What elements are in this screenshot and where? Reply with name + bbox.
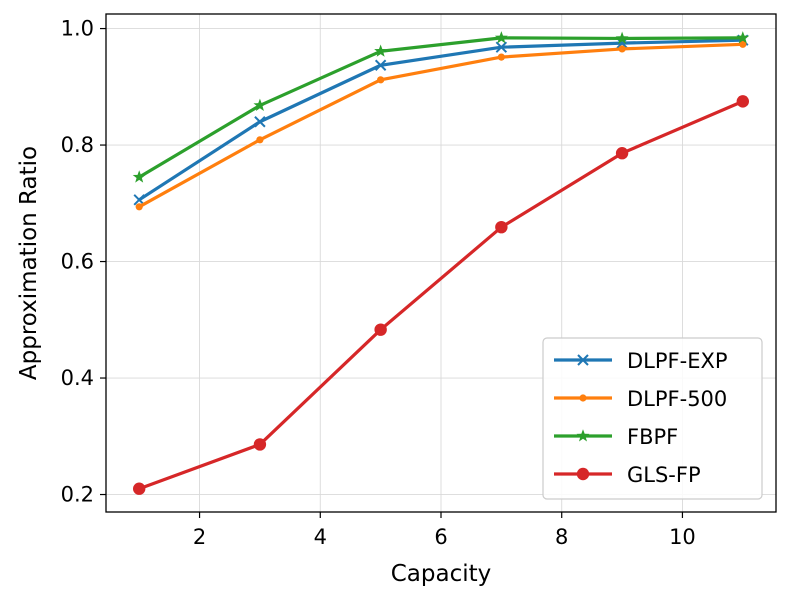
data-point-gls-fp bbox=[132, 482, 146, 495]
series-group bbox=[132, 31, 750, 495]
data-point-dlpf-500 bbox=[618, 45, 626, 53]
x-tick-label: 4 bbox=[314, 525, 327, 549]
data-point-dlpf-exp bbox=[495, 41, 508, 53]
legend-marker bbox=[577, 354, 589, 366]
data-point-gls-fp bbox=[374, 323, 387, 336]
data-point-fbpf bbox=[132, 170, 146, 183]
x-tick-label: 10 bbox=[669, 525, 696, 549]
y-tick-label: 1.0 bbox=[61, 17, 94, 41]
grid bbox=[106, 14, 776, 512]
legend-marker bbox=[576, 467, 590, 481]
legend-label: DLPF-EXP bbox=[627, 349, 728, 373]
series-line-dlpf-exp bbox=[137, 38, 745, 202]
x-tick-label: 8 bbox=[555, 525, 568, 549]
legend-entry-dlpf-exp: DLPF-EXP bbox=[554, 349, 728, 373]
legend-label: DLPF-500 bbox=[627, 387, 727, 411]
data-point-dlpf-500 bbox=[135, 203, 143, 211]
x-tick-label: 6 bbox=[434, 525, 447, 549]
series-fbpf bbox=[132, 31, 750, 183]
data-point-fbpf bbox=[374, 44, 388, 57]
y-tick-label: 0.4 bbox=[61, 366, 94, 390]
data-point-fbpf bbox=[253, 98, 267, 111]
data-point-fbpf bbox=[736, 31, 750, 44]
y-tick-label: 0.8 bbox=[61, 133, 94, 157]
legend-marker bbox=[576, 429, 590, 442]
legend: DLPF-EXP DLPF-500 FBPF GLS-FP bbox=[542, 337, 763, 500]
legend-label: FBPF bbox=[627, 425, 678, 449]
data-point-gls-fp bbox=[253, 438, 267, 451]
data-point-dlpf-exp bbox=[374, 59, 387, 71]
y-tick-label: 0.6 bbox=[61, 250, 94, 274]
data-point-dlpf-500 bbox=[256, 136, 264, 144]
data-point-gls-fp bbox=[495, 220, 508, 234]
legend-label: GLS-FP bbox=[627, 463, 701, 487]
y-axis-label: Approximation Ratio bbox=[16, 146, 42, 380]
legend-entry-fbpf: FBPF bbox=[554, 425, 678, 449]
data-point-dlpf-500 bbox=[377, 76, 385, 84]
data-point-dlpf-500 bbox=[739, 40, 747, 48]
legend-box bbox=[542, 337, 763, 500]
data-point-dlpf-exp bbox=[254, 116, 266, 128]
series-line-gls-fp bbox=[137, 99, 745, 491]
x-axis-label: Capacity bbox=[391, 561, 492, 587]
data-point-fbpf bbox=[615, 31, 629, 44]
data-point-gls-fp bbox=[615, 147, 629, 160]
series-dlpf-500 bbox=[135, 40, 747, 211]
legend-marker bbox=[579, 394, 587, 402]
legend-entry-gls-fp: GLS-FP bbox=[554, 463, 701, 487]
y-tick-label: 0.2 bbox=[61, 483, 94, 507]
axis-ticks: 2 4 6 8 10 0.2 0.4 0.6 0.8 1.0 bbox=[61, 17, 696, 549]
data-point-gls-fp bbox=[736, 95, 750, 108]
series-line-dlpf-500 bbox=[137, 42, 745, 209]
legend-entry-dlpf-500: DLPF-500 bbox=[554, 387, 727, 411]
series-line-fbpf bbox=[137, 36, 745, 179]
data-point-fbpf bbox=[494, 31, 508, 44]
data-point-dlpf-500 bbox=[497, 53, 505, 61]
series-gls-fp bbox=[132, 95, 750, 495]
x-tick-label: 2 bbox=[193, 525, 206, 549]
